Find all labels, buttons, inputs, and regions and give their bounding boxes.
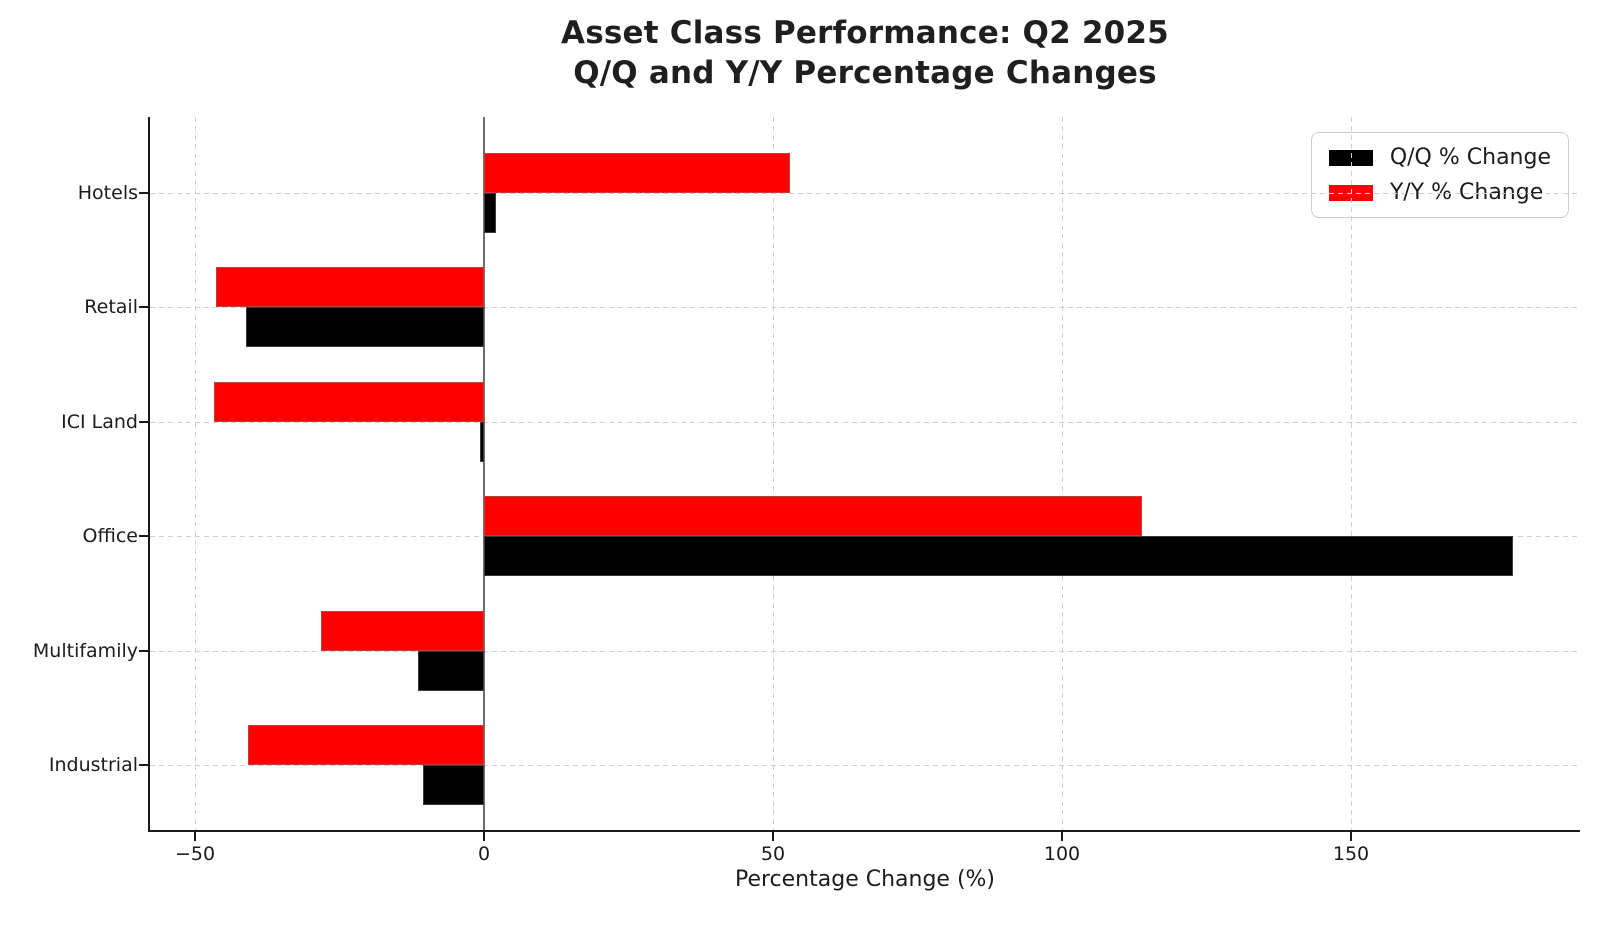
v-gridline--50 (195, 117, 196, 830)
bar-yy-retail (215, 267, 484, 308)
v-gridline-50 (773, 117, 774, 830)
y-tick-0 (139, 192, 148, 194)
bar-yy-hotels (484, 153, 790, 193)
bar-qq-office (484, 536, 1513, 577)
category-label-hotels: Hotels (77, 182, 138, 204)
chart-title: Asset Class Performance: Q2 2025 Q/Q and… (150, 14, 1580, 93)
bar-yy-office (484, 496, 1142, 537)
plot-area: Q/Q % Change Y/Y % Change (139, 117, 1580, 841)
h-gridline-hotels (150, 193, 1580, 194)
category-label-multifamily: Multifamily (32, 639, 138, 662)
y-tick-5 (139, 764, 148, 766)
y-tick-4 (139, 649, 148, 652)
bar-yy-multifamily (321, 610, 484, 651)
legend: Q/Q % Change Y/Y % Change (1310, 132, 1569, 218)
bar-qq-hotels (484, 193, 496, 233)
x-tick-label-100: 100 (1043, 843, 1081, 865)
x-tick-100 (1061, 832, 1063, 841)
h-gridline-ici-land (150, 421, 1580, 423)
h-gridline-multifamily (150, 650, 1580, 652)
legend-label-qq: Q/Q % Change (1389, 145, 1551, 170)
x-tick-label-0: 0 (477, 843, 491, 865)
x-axis-title: Percentage Change (%) (734, 867, 996, 892)
x-tick-0 (483, 832, 485, 841)
bar-yy-industrial (248, 725, 484, 765)
zero-line (483, 117, 485, 830)
v-gridline-150 (1351, 117, 1352, 830)
y-tick-3 (139, 535, 148, 538)
chart-title-line2: Q/Q and Y/Y Percentage Changes (573, 54, 1157, 91)
category-label-retail: Retail (84, 296, 138, 319)
x-tick-label-150: 150 (1332, 843, 1370, 865)
v-gridline-100 (1062, 117, 1063, 830)
bar-qq-multifamily (417, 650, 484, 691)
bar-qq-ici-land (479, 421, 484, 462)
category-label-ici-land: ICI Land (61, 410, 138, 433)
bar-yy-ici-land (214, 381, 484, 422)
legend-item-yy: Y/Y % Change (1328, 180, 1551, 205)
chart-title-line1: Asset Class Performance: Q2 2025 (561, 15, 1169, 51)
y-axis-spine (148, 117, 150, 832)
bar-qq-industrial (423, 765, 484, 805)
y-tick-1 (139, 306, 148, 309)
x-tick-label-50: 50 (760, 843, 786, 865)
x-tick-label--50: −50 (174, 843, 216, 865)
category-label-office: Office (82, 525, 138, 548)
legend-item-qq: Q/Q % Change (1328, 145, 1551, 170)
legend-label-yy: Y/Y % Change (1389, 180, 1544, 205)
legend-swatch-yy (1328, 184, 1373, 201)
h-gridline-industrial (150, 765, 1580, 766)
h-gridline-retail (150, 307, 1580, 309)
category-label-industrial: Industrial (48, 754, 138, 776)
x-tick-150 (1350, 832, 1352, 841)
legend-swatch-qq (1328, 149, 1373, 166)
x-tick--50 (194, 832, 196, 841)
y-tick-2 (139, 420, 148, 423)
x-tick-50 (772, 832, 774, 841)
x-axis-spine (148, 830, 1580, 832)
bar-qq-retail (245, 307, 484, 348)
